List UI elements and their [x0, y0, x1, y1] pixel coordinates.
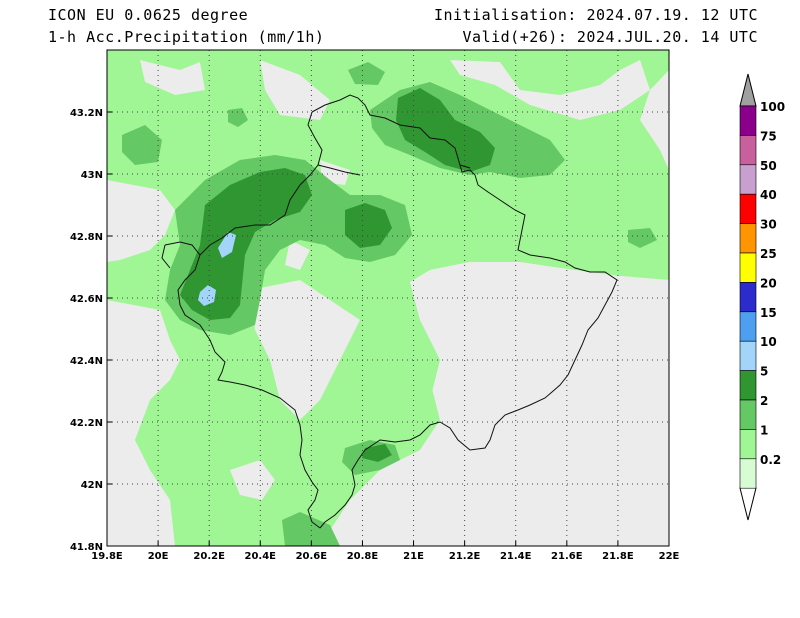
colorbar-bottom-arrow [739, 487, 757, 521]
latitude-labels: 43.2N 43N 42.8N 42.6N 42.4N 42.2N 42N 41.8N [70, 108, 112, 553]
border-north [311, 94, 618, 529]
lon-label: 22E [659, 551, 680, 562]
lat-label: 42N [81, 480, 103, 491]
colorbar-segment [739, 135, 757, 166]
precip-area-dark [180, 168, 312, 320]
colorbar-label: 50 [760, 159, 777, 173]
colorbar-label: 75 [760, 129, 777, 143]
colorbar-segment [739, 252, 757, 283]
colorbar-segment [739, 164, 757, 195]
colorbar: 100 75 50 40 30 25 20 15 10 5 2 1 0.2 [739, 73, 785, 521]
lon-label: 20.2E [193, 551, 225, 562]
lat-label: 42.6N [70, 294, 103, 305]
colorbar-segment [739, 223, 757, 254]
lat-label: 41.8N [70, 542, 103, 553]
colorbar-segment [739, 399, 757, 430]
colorbar-label: 0.2 [760, 453, 781, 467]
border-inner [317, 164, 471, 176]
lon-label: 21.6E [551, 551, 583, 562]
colorbar-label: 15 [760, 306, 777, 320]
longitude-labels: 19.8E 20E 20.2E 20.4E 20.6E 20.8E 21E 21.2E 21.4… [91, 541, 680, 562]
colorbar-label: 100 [760, 100, 785, 114]
colorbar-segment [739, 105, 757, 136]
initialisation-time: Initialisation: 2024.07.19. 12 UTC [433, 6, 758, 24]
colorbar-label: 10 [760, 335, 777, 349]
lat-label: 42.2N [70, 418, 103, 429]
colorbar-label: 20 [760, 276, 777, 290]
colorbar-segment [739, 282, 757, 313]
colorbar-segment [739, 340, 757, 371]
colorbar-segment [739, 458, 757, 489]
colorbar-top-arrow [739, 73, 757, 107]
colorbar-label: 5 [760, 365, 768, 379]
model-title: ICON EU 0.0625 degree [48, 6, 249, 24]
lat-label: 42.4N [70, 356, 103, 367]
colorbar-label: 25 [760, 247, 777, 261]
precip-area-blue-2 [198, 285, 216, 306]
colorbar-segment [739, 311, 757, 342]
lat-label: 43.2N [70, 108, 103, 119]
lon-label: 21.8E [602, 551, 634, 562]
valid-time: Valid(+26): 2024.JUL.20. 14 UTC [462, 28, 758, 46]
colorbar-segment [739, 193, 757, 224]
lon-label: 21.4E [500, 551, 532, 562]
lon-label: 20.6E [296, 551, 328, 562]
colorbar-label: 40 [760, 188, 777, 202]
lat-label: 43N [81, 170, 103, 181]
colorbar-segment [739, 429, 757, 460]
border-west [164, 241, 321, 529]
lon-label: 19.8E [91, 551, 123, 562]
lon-label: 20.8E [347, 551, 379, 562]
gridlines [107, 50, 669, 546]
country-borders [161, 94, 618, 529]
field-title: 1-h Acc.Precipitation (mm/1h) [48, 28, 325, 46]
lon-label: 21.2E [449, 551, 481, 562]
colorbar-label: 1 [760, 423, 768, 437]
lon-label: 20.4E [245, 551, 277, 562]
colorbar-label: 2 [760, 394, 768, 408]
border-north-west [161, 111, 323, 269]
colorbar-segment [739, 370, 757, 401]
lat-label: 42.8N [70, 232, 103, 243]
precip-area-blue-1 [218, 232, 236, 258]
lon-label: 21E [403, 551, 424, 562]
colorbar-label: 30 [760, 218, 777, 232]
lon-label: 20E [148, 551, 169, 562]
